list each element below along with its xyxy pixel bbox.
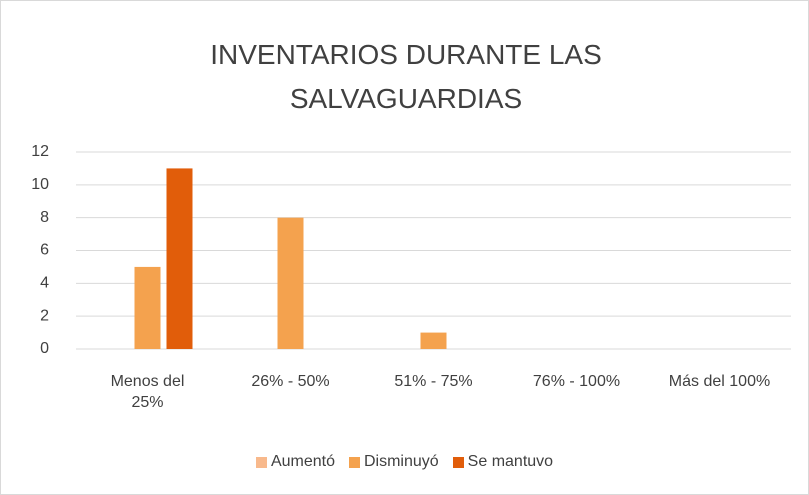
y-tick-label: 6	[40, 242, 49, 259]
bar	[420, 332, 447, 349]
legend-label: Aumentó	[270, 453, 335, 470]
legend-swatch	[348, 456, 360, 468]
legend-swatch	[255, 456, 267, 468]
chart-title: INVENTARIOS DURANTE LAS SALVAGUARDIAS	[210, 39, 602, 114]
x-tick-label: 26% - 50%	[251, 373, 330, 390]
y-tick-label: 8	[40, 209, 49, 226]
x-tick-label: 76% - 100%	[532, 373, 621, 390]
legend-item: Se mantuvo	[452, 453, 554, 471]
y-tick-label: 10	[31, 176, 49, 193]
y-tick-label: 2	[40, 307, 49, 324]
bar	[134, 266, 161, 349]
y-tick-label: 4	[40, 275, 49, 292]
x-tick-label: Menos del 25%	[110, 373, 185, 411]
x-tick-label: 51% - 75%	[394, 373, 473, 390]
legend-label: Disminuyó	[363, 453, 439, 470]
x-tick-label: Más del 100%	[668, 373, 771, 390]
bar	[277, 217, 304, 349]
bar	[166, 168, 193, 349]
legend-label: Se mantuvo	[467, 453, 554, 470]
legend: Aumentó Disminuyó Se mantuvo	[1, 453, 808, 471]
y-tick-label: 0	[40, 340, 49, 357]
legend-item: Disminuyó	[348, 453, 439, 471]
y-tick-label: 12	[31, 143, 49, 160]
legend-item: Aumentó	[255, 453, 335, 471]
legend-swatch	[452, 456, 464, 468]
